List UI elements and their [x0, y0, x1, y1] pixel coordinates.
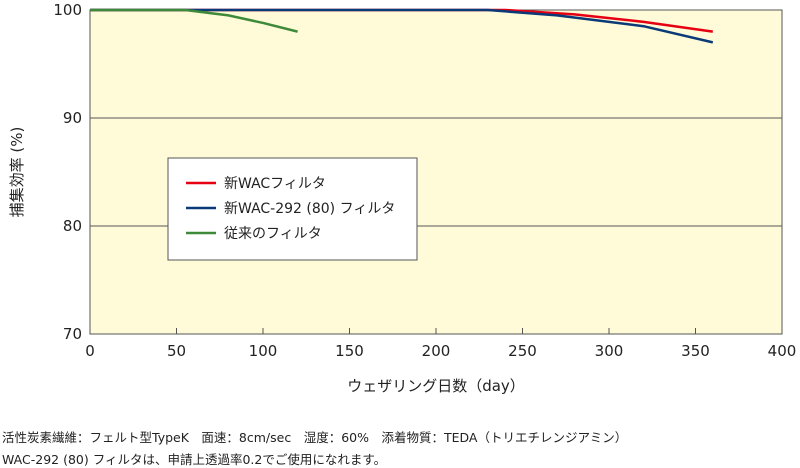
y-tick-label: 80 [63, 217, 82, 235]
x-tick-label: 0 [85, 342, 95, 360]
x-tick-label: 150 [335, 342, 364, 360]
footnote-wac292: WAC-292 (80) フィルタは、申請上透過率0.2でご使用になれます。 [2, 452, 387, 467]
x-tick-label: 100 [249, 342, 278, 360]
y-tick-label: 100 [53, 1, 82, 19]
y-tick-label: 70 [63, 325, 82, 343]
x-tick-label: 250 [508, 342, 537, 360]
legend-label: 新WAC-292 (80) フィルタ [224, 201, 395, 217]
legend-label: 従来のフィルタ [224, 226, 322, 242]
x-tick-label: 350 [681, 342, 710, 360]
legend-label: 新WACフィルタ [224, 176, 326, 192]
y-tick-label: 90 [63, 109, 82, 127]
x-tick-label: 200 [422, 342, 451, 360]
x-tick-label: 50 [167, 342, 186, 360]
footnote-conditions: 活性炭素繊維：フェルト型TypeK 面速：8cm/sec 湿度：60% 添着物質… [2, 430, 628, 445]
y-axis-label: 捕集効率 (%) [8, 127, 26, 218]
chart: 70 80 90 100 0 50 100 150 200 250 300 350 400 ウェザリング日… [8, 1, 797, 395]
x-tick-label: 300 [595, 342, 624, 360]
series-line-1 [90, 8, 714, 44]
x-axis-label: ウェザリング日数（day） [347, 377, 525, 395]
series-line-2 [90, 8, 298, 33]
x-tick-label: 400 [768, 342, 797, 360]
